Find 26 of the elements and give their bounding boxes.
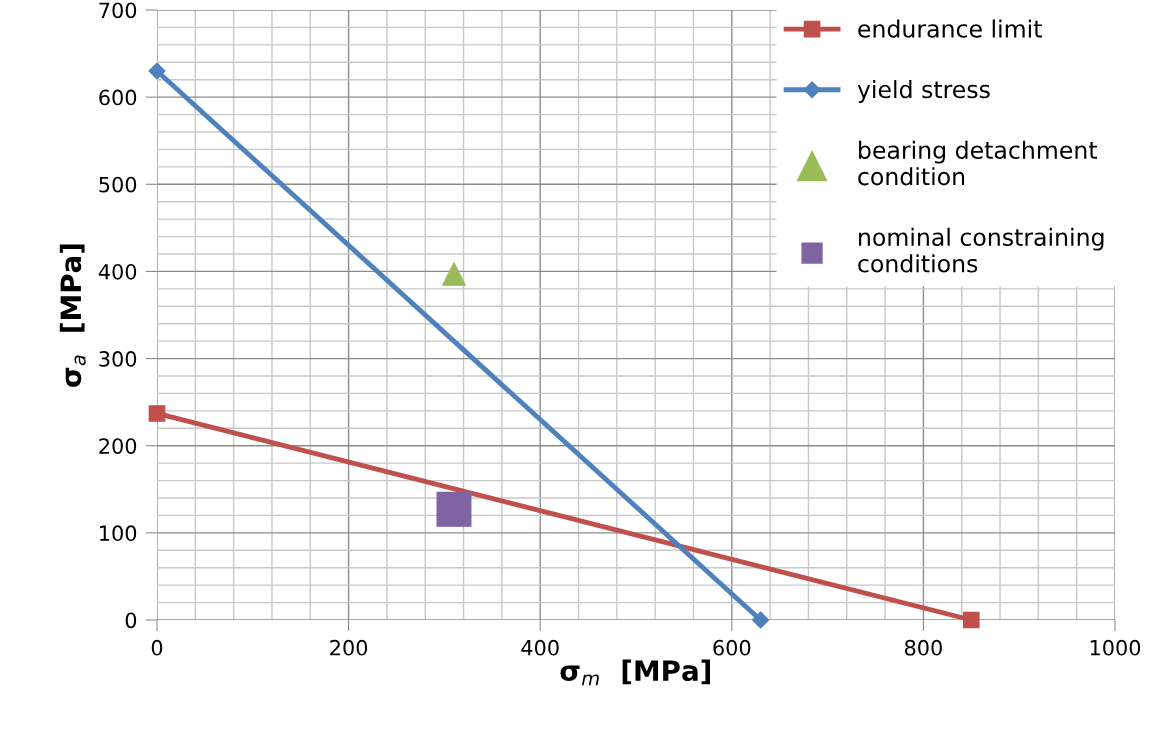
y-tick-label: 300 xyxy=(99,351,137,367)
point xyxy=(962,611,980,629)
legend-label: nominal constraining conditions xyxy=(858,227,1104,273)
y-tick-label: 400 xyxy=(98,263,137,280)
y-tick-label: 700 xyxy=(99,2,137,19)
x-tick-label: 400 xyxy=(521,639,559,656)
legend-label: endurance limit xyxy=(858,19,1042,38)
x-tick-label: 200 xyxy=(330,639,368,656)
y-tick-label: 100 xyxy=(100,525,137,542)
point xyxy=(148,62,166,80)
point xyxy=(751,611,770,629)
legend-label: yield stress xyxy=(857,80,990,103)
y-tick-label: 500 xyxy=(99,176,137,193)
x-tick-label: 800 xyxy=(904,639,942,656)
x-tick-label: 600 xyxy=(713,639,751,656)
point xyxy=(148,405,166,422)
text: σ$_{m}$ [MPa] xyxy=(560,659,711,686)
point xyxy=(436,491,472,527)
x-tick-label: 0 xyxy=(151,639,163,656)
y-tick-label: 600 xyxy=(99,89,137,106)
x-tick-label: 1000 xyxy=(1090,639,1141,656)
text: σ$_{a}$ [MPa] xyxy=(59,244,86,387)
point xyxy=(442,262,466,286)
y-tick-label: 200 xyxy=(99,438,137,454)
y-tick-label: 0 xyxy=(125,612,137,629)
legend-label: bearing detachment condition xyxy=(858,140,1098,186)
